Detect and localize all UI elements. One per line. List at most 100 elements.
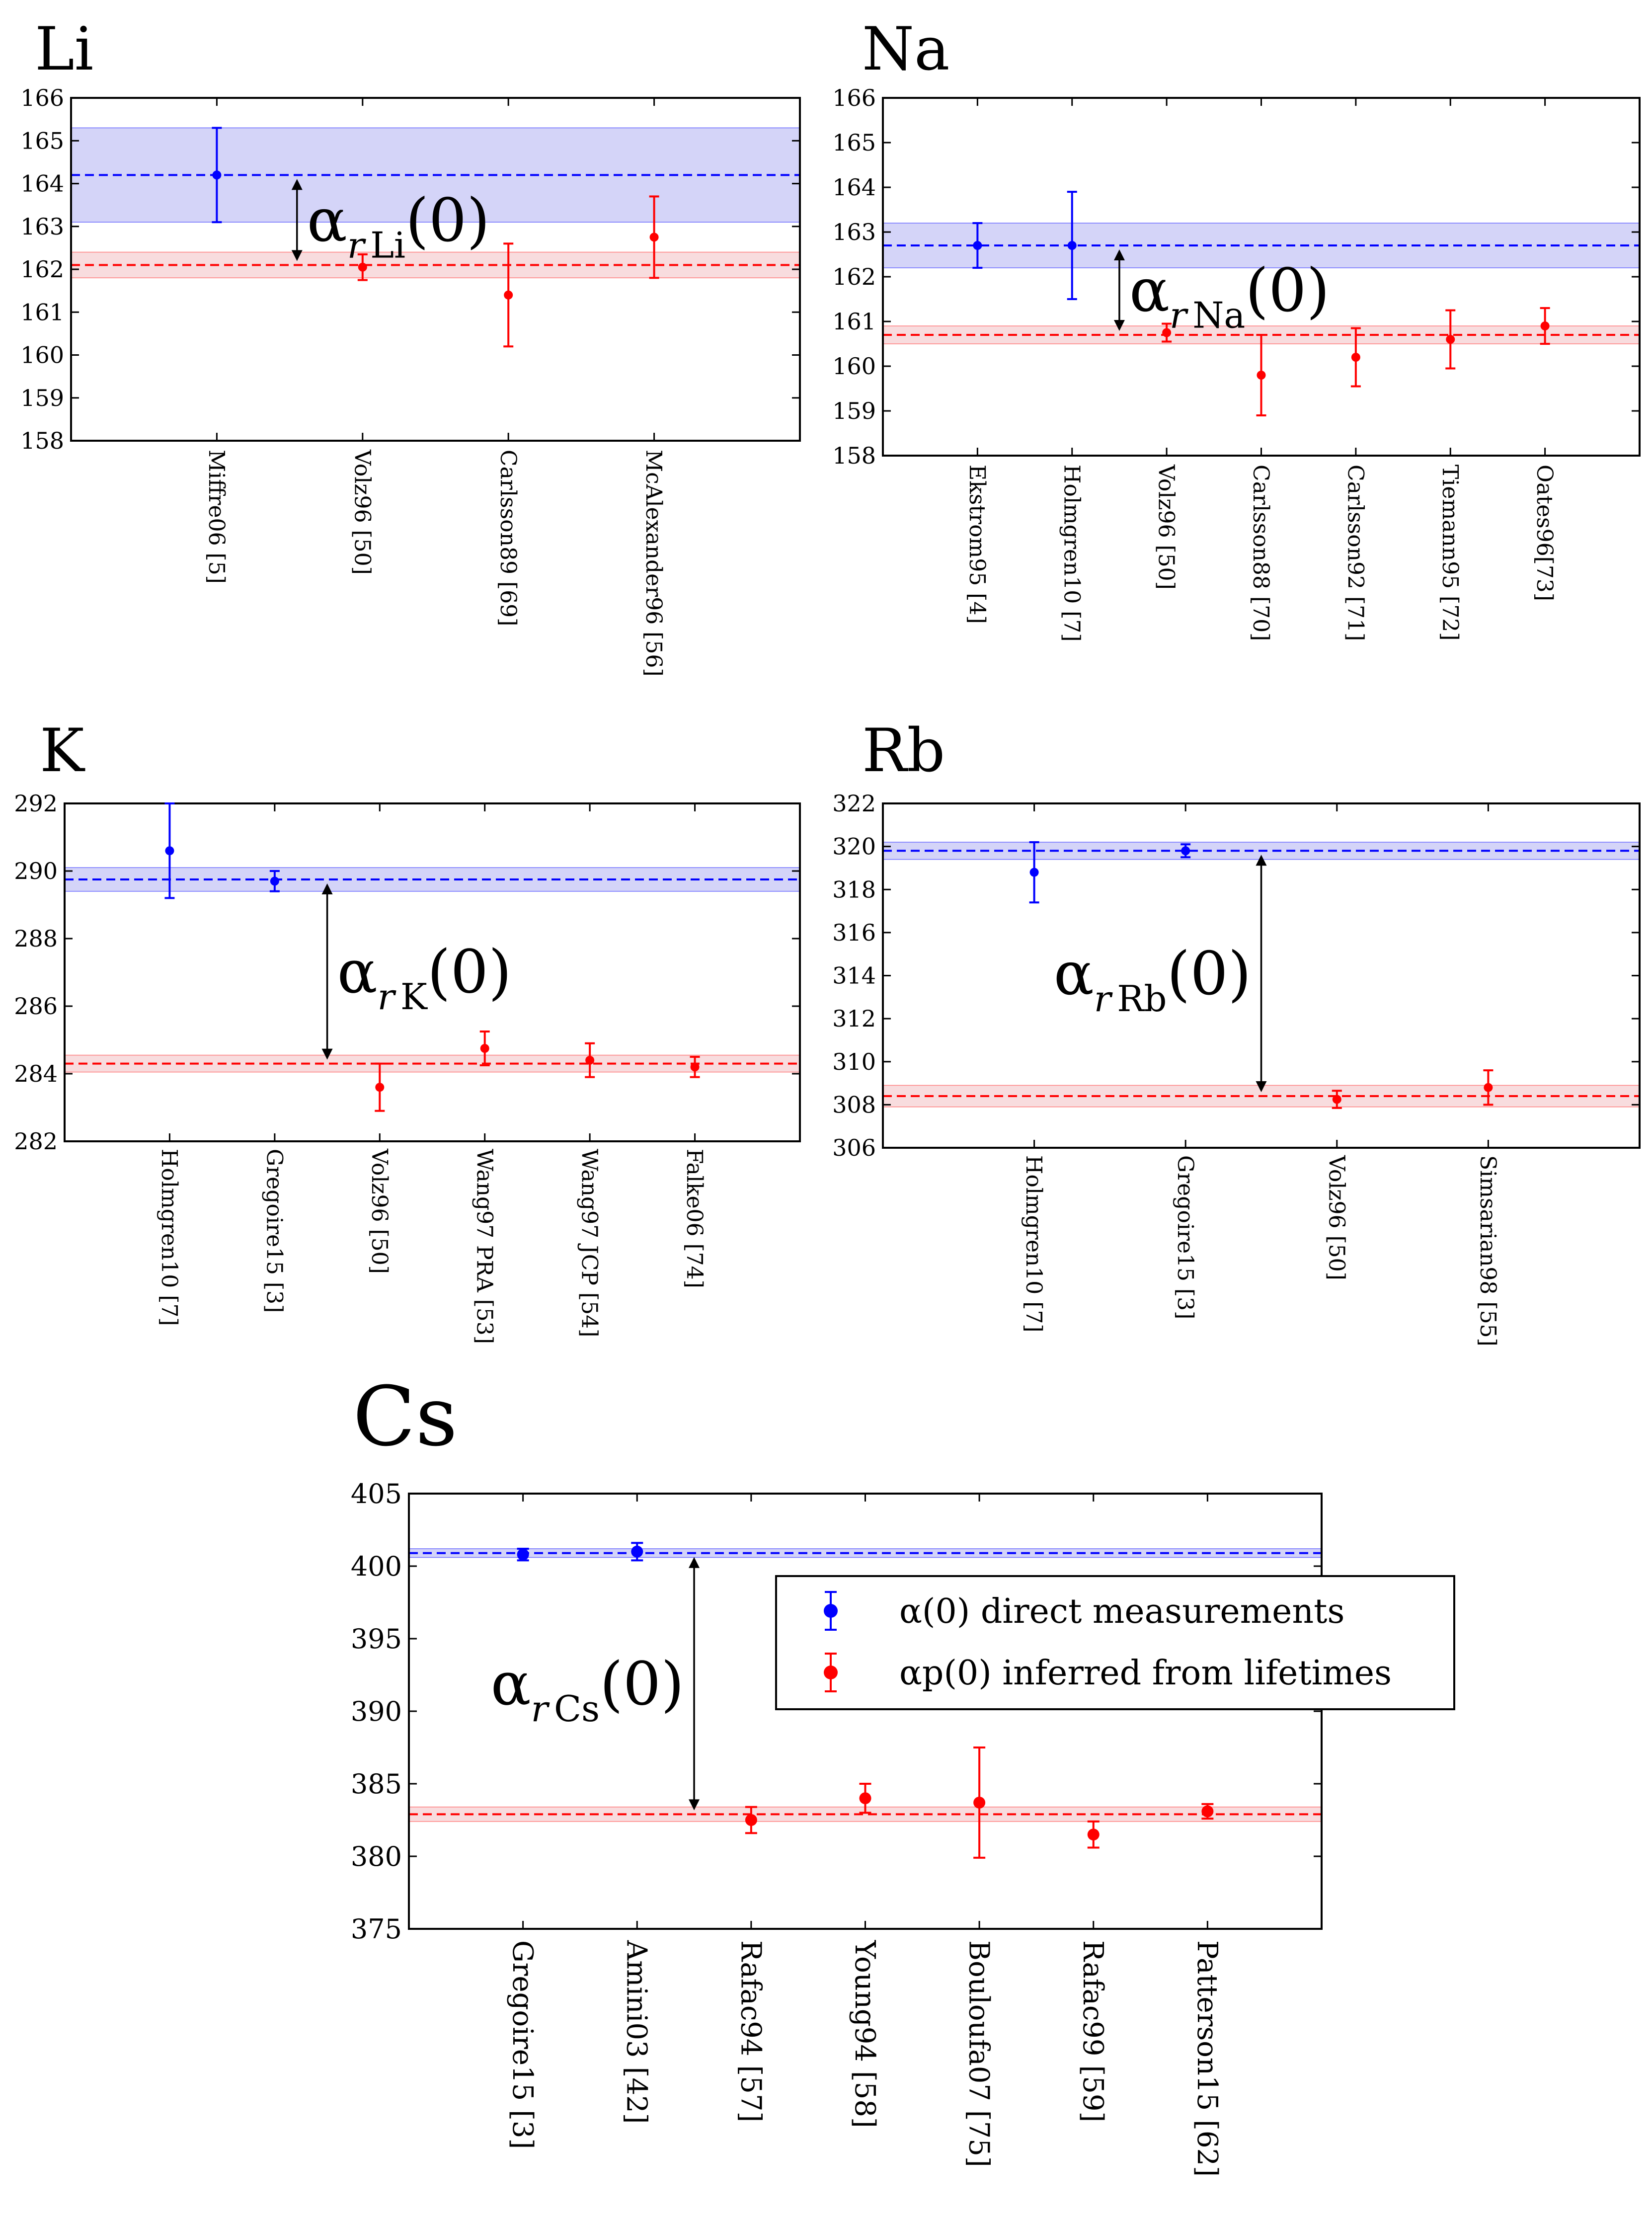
y-tick-label: 322	[832, 790, 876, 817]
y-tick-label: 164	[832, 174, 876, 201]
y-tick-label: 314	[832, 962, 876, 989]
y-tick-label: 380	[351, 1841, 402, 1872]
chart-panel-k: K 282 284 286 288 290 292 Holmgren10 [7] Gregoir…	[14, 716, 801, 1344]
legend-inferred-marker	[824, 1666, 838, 1679]
category-label: Wang97 JCP [54]	[577, 1149, 602, 1337]
alpha-r-annotation: αr Rb(0)	[1054, 940, 1252, 1020]
difference-arrow-head-bottom	[1256, 1081, 1267, 1093]
atom-subscript: Na	[1192, 295, 1245, 336]
category-label: Volz96 [50]	[367, 1148, 392, 1274]
inferred-data-point	[1540, 321, 1550, 330]
category-label: Miffre06 [5]	[204, 450, 229, 584]
category-label: Falke06 [74]	[682, 1149, 707, 1288]
legend-direct-label: α(0) direct measurements	[899, 1592, 1344, 1631]
difference-arrow-head-top	[1256, 855, 1267, 866]
panel-title: Rb	[862, 716, 945, 786]
alpha-subscript: r	[347, 224, 366, 266]
category-label: Patterson15 [62]	[1191, 1940, 1223, 2177]
inferred-data-point	[1484, 1083, 1493, 1092]
y-tick-label: 163	[832, 219, 876, 245]
direct-data-point	[517, 1548, 529, 1561]
direct-data-point	[1029, 868, 1039, 877]
y-tick-label: 165	[832, 129, 876, 156]
alpha-subscript: r	[378, 976, 396, 1018]
category-label: Tiemann95 [72]	[1437, 465, 1463, 640]
alpha-argument: (0)	[1245, 256, 1330, 325]
legend-box	[775, 1575, 1455, 1710]
alpha-subscript: r	[1094, 978, 1113, 1020]
alpha-subscript: r	[1170, 295, 1188, 336]
y-tick-label: 308	[832, 1091, 876, 1118]
y-tick-label: 290	[14, 858, 58, 884]
category-label: McAlexander96 [56]	[641, 450, 666, 677]
chart-panel-cs: Cs 375 380 385 390 395 400 405 Gregoire15 [3] Ami…	[351, 1369, 1455, 2177]
direct-data-point	[165, 846, 174, 856]
panel-title: K	[40, 716, 85, 786]
inferred-data-point	[585, 1055, 595, 1065]
direct-data-point	[1181, 846, 1190, 856]
difference-arrow-head-bottom	[689, 1799, 700, 1811]
atom-subscript: K	[400, 976, 428, 1018]
y-tick-label: 158	[20, 427, 64, 454]
alpha-subscript: r	[531, 1688, 550, 1730]
category-label: Amini03 [42]	[621, 1940, 653, 2124]
category-label: Rafac94 [57]	[734, 1940, 767, 2122]
category-label: Volz96 [50]	[349, 449, 375, 575]
atom-subscript: Rb	[1117, 978, 1167, 1020]
y-tick-label: 160	[832, 353, 876, 380]
y-tick-label: 390	[351, 1696, 402, 1727]
y-tick-label: 162	[832, 263, 876, 290]
inferred-data-point	[690, 1062, 700, 1072]
alpha-r-annotation: αr Li(0)	[307, 186, 490, 266]
inferred-data-point	[1332, 1095, 1341, 1104]
inferred-data-point	[1257, 371, 1266, 380]
y-tick-label: 385	[351, 1768, 402, 1800]
alpha-argument: (0)	[427, 938, 512, 1007]
panel-title: Na	[862, 15, 950, 84]
category-label: Gregoire15 [3]	[1173, 1155, 1198, 1319]
difference-arrow-head-bottom	[321, 1048, 333, 1060]
y-tick-label: 288	[14, 925, 58, 952]
category-label: Carlsson89 [69]	[495, 450, 521, 626]
y-tick-label: 159	[832, 397, 876, 424]
category-label: Wang97 PRA [53]	[472, 1149, 497, 1344]
panel-title: Li	[35, 15, 93, 84]
direct-data-point	[631, 1545, 643, 1558]
inferred-data-point	[859, 1792, 871, 1805]
y-tick-label: 166	[832, 84, 876, 111]
chart-panel-na: Na 158 159 160 161 162 163 164 165 166 Ekstrom95 […	[832, 15, 1641, 642]
inferred-data-point	[1087, 1828, 1100, 1841]
inferred-data-point	[1446, 335, 1455, 344]
y-tick-label: 161	[832, 308, 876, 335]
difference-arrow-head-top	[321, 883, 333, 894]
direct-data-point	[1067, 241, 1077, 250]
inferred-data-point	[973, 1796, 986, 1809]
direct-data-point	[973, 241, 982, 250]
category-label: Simsarian98 [55]	[1475, 1155, 1500, 1347]
alpha-argument: (0)	[405, 186, 490, 255]
y-tick-label: 163	[20, 213, 64, 240]
category-label: Carlsson88 [70]	[1248, 465, 1273, 641]
category-label: Bouloufa07 [75]	[963, 1940, 995, 2167]
alpha-argument: (0)	[1167, 940, 1252, 1009]
axes-frame	[64, 802, 801, 1142]
y-tick-label: 306	[832, 1134, 876, 1161]
y-tick-label: 160	[20, 342, 64, 369]
legend: α(0) direct measurements αp(0) inferred f…	[775, 1575, 1455, 1710]
panel-title: Cs	[353, 1369, 458, 1464]
chart-panel-rb: Rb 306 308 310 312 314 316 318 320 322 Holmgren10 …	[832, 716, 1641, 1347]
difference-arrow-head-top	[291, 179, 303, 190]
y-tick-label: 310	[832, 1048, 876, 1075]
y-tick-label: 405	[351, 1478, 402, 1509]
y-tick-label: 312	[832, 1005, 876, 1032]
y-tick-label: 162	[20, 256, 64, 283]
y-tick-label: 161	[20, 299, 64, 325]
difference-arrow-head-bottom	[1113, 320, 1125, 331]
difference-arrow-head-top	[1113, 249, 1125, 260]
category-label: Gregoire15 [3]	[506, 1940, 539, 2149]
direct-data-point	[212, 170, 222, 180]
category-label: Volz96 [50]	[1324, 1155, 1349, 1280]
category-label: Holmgren10 [7]	[1021, 1155, 1046, 1333]
atom-subscript: Cs	[554, 1688, 600, 1730]
